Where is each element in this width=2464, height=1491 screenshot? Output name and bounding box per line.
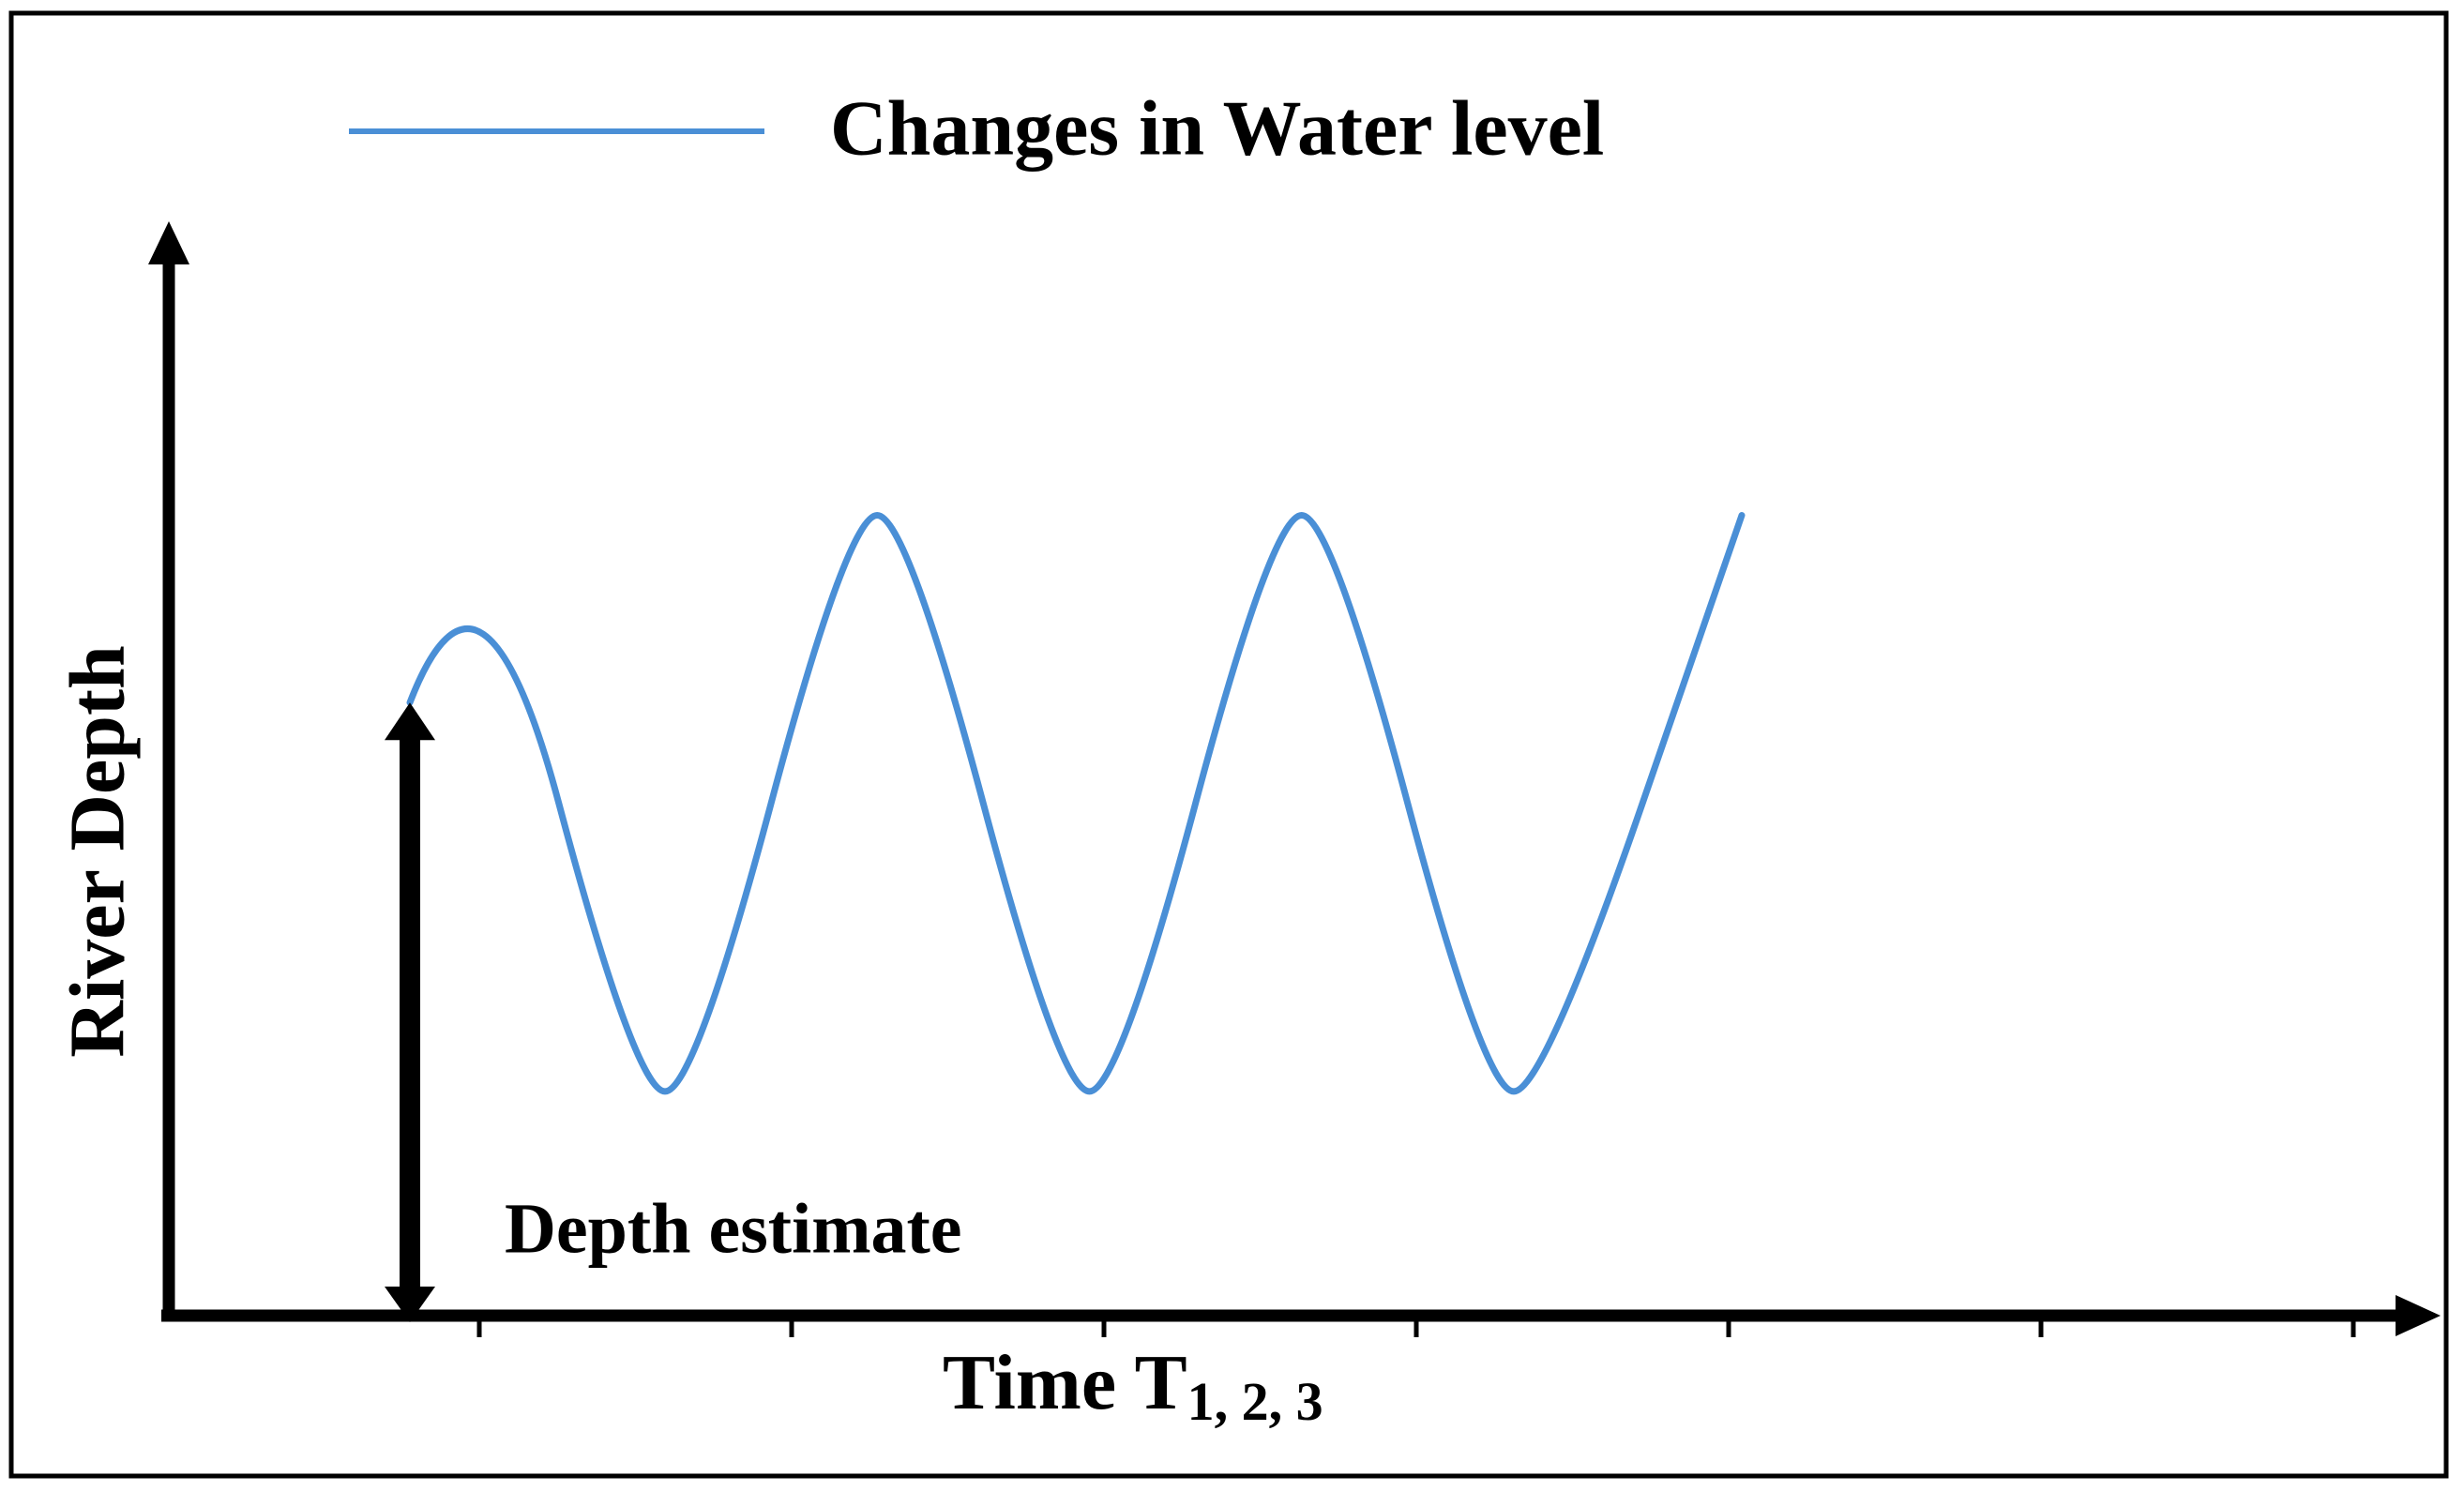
water-level-line — [406, 512, 1746, 1095]
depth-estimate-label: Depth estimate — [505, 1189, 962, 1268]
x-axis-label-main: Time T — [943, 1339, 1187, 1426]
depth-estimate-arrowhead-bottom — [385, 1287, 435, 1322]
x-axis-arrowhead — [2396, 1295, 2441, 1336]
y-axis-arrowhead — [148, 221, 189, 264]
y-axis-label: River Depth — [53, 645, 141, 1057]
x-axis-label-subscript: 1, 2, 3 — [1187, 1371, 1323, 1432]
x-axis-label: Time T1, 2, 3 — [943, 1339, 1323, 1432]
depth-estimate-arrowhead-top — [385, 702, 435, 741]
figure-frame — [8, 10, 2449, 1479]
x-axis-ticks — [476, 1316, 2356, 1337]
legend-label: Changes in Water level — [830, 84, 1604, 172]
